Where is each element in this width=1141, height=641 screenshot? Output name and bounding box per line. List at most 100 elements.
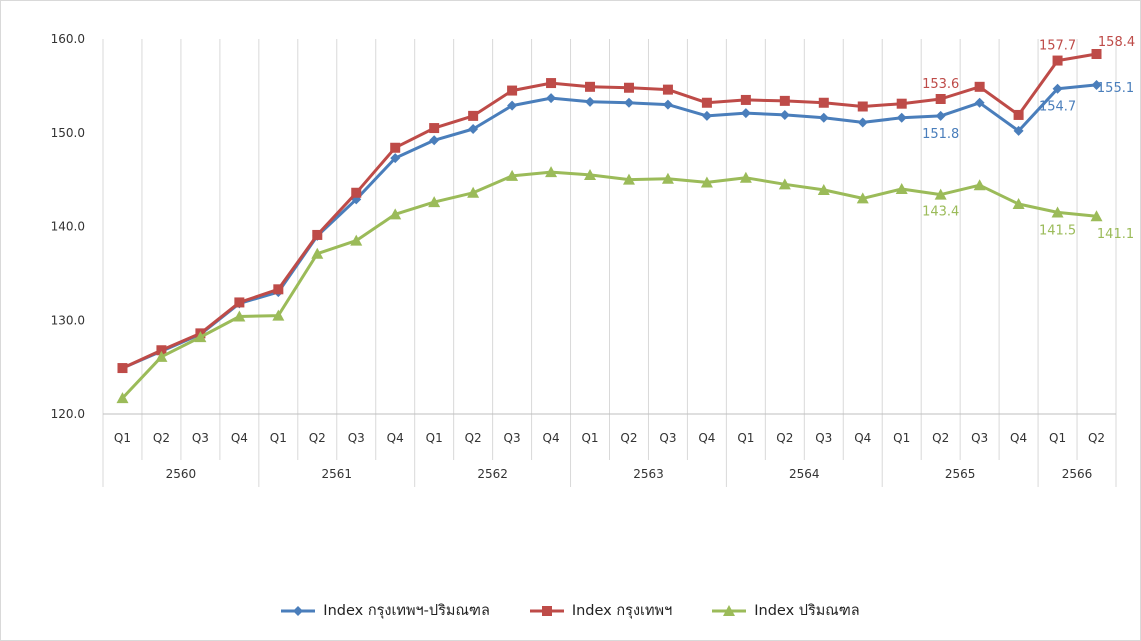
x-tick-label: Q2 [465, 431, 482, 445]
x-tick-label: Q4 [1010, 431, 1027, 445]
data-label: 141.1 [1097, 227, 1134, 242]
data-label: 153.6 [922, 77, 959, 92]
data-point [622, 173, 635, 185]
data-point [662, 99, 673, 110]
data-point [740, 94, 751, 105]
data-point [974, 81, 985, 92]
y-tick-label: 140.0 [51, 220, 85, 234]
data-point [779, 95, 790, 106]
data-label: 151.8 [922, 127, 959, 142]
data-point [273, 284, 284, 295]
data-point [390, 153, 401, 164]
data-point [974, 97, 985, 108]
data-point [857, 117, 868, 128]
data-point [1052, 83, 1063, 94]
data-point [507, 100, 518, 111]
data-point [1052, 55, 1063, 66]
data-point [661, 172, 674, 184]
x-tick-label: Q1 [114, 431, 131, 445]
year-group-label: 2561 [321, 467, 352, 481]
year-group-label: 2564 [789, 467, 820, 481]
year-group-label: 2565 [945, 467, 976, 481]
x-tick-label: Q1 [581, 431, 598, 445]
data-point [272, 309, 285, 321]
legend-diamond-icon [281, 605, 316, 616]
data-point [234, 297, 245, 308]
data-point [818, 97, 829, 108]
data-point [312, 229, 323, 240]
x-tick-label: Q1 [737, 431, 754, 445]
legend-item-series-2: Index กรุงเทพฯ [529, 599, 673, 622]
data-label: 155.1 [1097, 81, 1134, 96]
x-tick-label: Q4 [698, 431, 715, 445]
legend-item-series-1: Index กรุงเทพฯ-ปริมณฑล [281, 599, 490, 622]
data-point [896, 98, 907, 109]
data-point [1013, 125, 1024, 136]
data-point [429, 123, 440, 134]
data-point [1013, 109, 1024, 120]
data-label: 157.7 [1039, 39, 1076, 54]
data-label: 143.4 [922, 205, 959, 220]
data-point [585, 81, 596, 92]
data-point [467, 186, 480, 198]
x-tick-label: Q4 [854, 431, 871, 445]
data-point [545, 166, 558, 178]
data-point [428, 196, 441, 208]
data-point [662, 84, 673, 95]
data-point [506, 169, 519, 181]
x-tick-label: Q4 [231, 431, 248, 445]
legend-label-series-3: Index ปริมณฑล [754, 603, 860, 619]
y-tick-label: 120.0 [51, 407, 85, 421]
data-point [740, 108, 751, 119]
data-point [546, 93, 557, 104]
x-tick-label: Q2 [932, 431, 949, 445]
data-point [546, 78, 557, 89]
x-tick-label: Q3 [192, 431, 209, 445]
data-point [390, 142, 401, 153]
x-tick-label: Q4 [543, 431, 560, 445]
data-point [623, 97, 634, 108]
data-point [1091, 49, 1102, 59]
data-label: 141.5 [1039, 223, 1076, 238]
data-point [585, 96, 596, 107]
data-point [779, 109, 790, 120]
data-point [156, 345, 167, 356]
legend-square-icon [529, 605, 564, 616]
data-point [429, 135, 440, 146]
data-point [973, 179, 986, 191]
legend-label-series-1: Index กรุงเทพฯ-ปริมณฑล [323, 603, 490, 619]
data-point [934, 188, 947, 200]
year-group-label: 2566 [1062, 467, 1093, 481]
data-label: 158.4 [1098, 35, 1135, 50]
y-tick-label: 130.0 [51, 313, 85, 327]
data-point [584, 168, 597, 180]
data-point [778, 178, 791, 190]
data-point [1051, 206, 1064, 218]
data-point [1012, 198, 1025, 209]
data-point [468, 110, 479, 121]
series-line [121, 52, 1097, 370]
x-tick-label: Q2 [153, 431, 170, 445]
data-point [507, 85, 518, 96]
data-point [311, 247, 324, 259]
y-tick-label: 150.0 [51, 126, 85, 140]
data-point [233, 310, 246, 322]
data-point [1090, 210, 1103, 222]
legend: Index กรุงเทพฯ-ปริมณฑล Index กรุงเทพฯ In… [1, 599, 1140, 622]
data-point [896, 112, 907, 123]
series-line [121, 170, 1097, 400]
data-point [468, 124, 479, 134]
x-tick-label: Q1 [1049, 431, 1066, 445]
x-tick-label: Q3 [348, 431, 365, 445]
legend-label-series-2: Index กรุงเทพฯ [571, 603, 673, 619]
data-point [817, 183, 830, 195]
x-tick-label: Q1 [893, 431, 910, 445]
x-tick-label: Q2 [309, 431, 326, 445]
x-tick-label: Q2 [776, 431, 793, 445]
data-point [1091, 79, 1102, 90]
year-group-label: 2562 [477, 467, 508, 481]
year-group-label: 2560 [166, 467, 197, 481]
data-point [856, 192, 869, 204]
data-point [701, 97, 712, 108]
